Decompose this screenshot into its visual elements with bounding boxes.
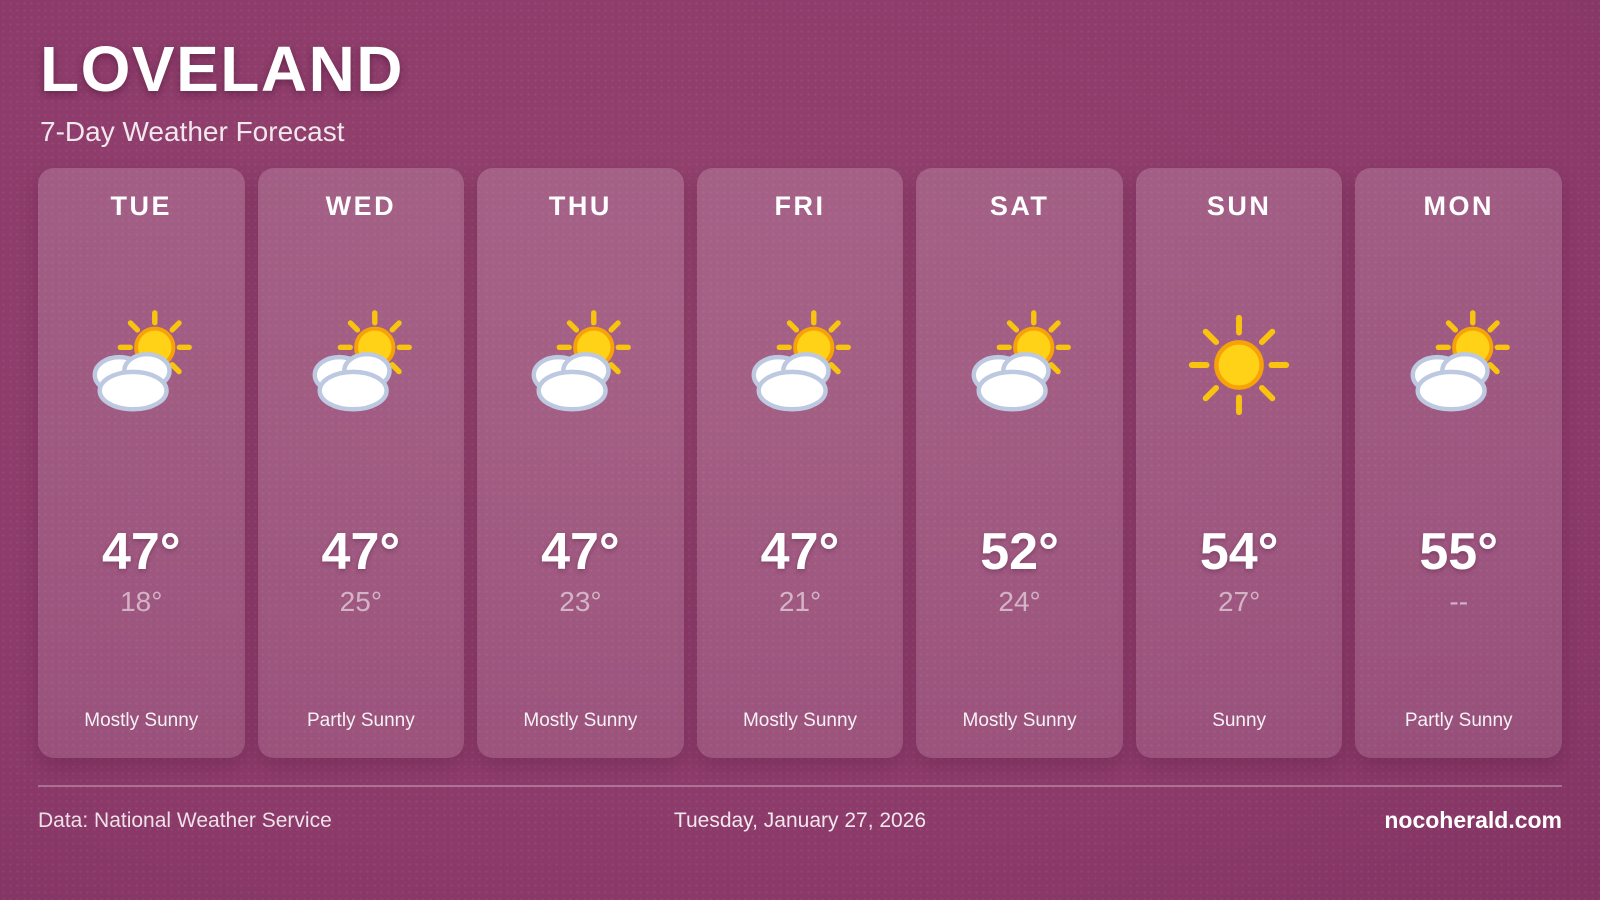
current-date-label: Tuesday, January 27, 2026 xyxy=(673,808,927,832)
condition-label: Partly Sunny xyxy=(1404,710,1513,731)
high-temperature: 47° xyxy=(541,523,620,581)
forecast-day-card: WED 47° 25° Partly Sunny xyxy=(257,168,465,758)
low-temperature: 23° xyxy=(559,586,602,618)
high-temperature: 47° xyxy=(321,523,401,581)
high-temperature: 52° xyxy=(980,523,1059,581)
low-temperature: 25° xyxy=(339,586,383,618)
low-temperature: 24° xyxy=(998,586,1041,618)
day-label: WED xyxy=(325,191,397,221)
forecast-day-card: TUE 47° 18° Mostly Sunny xyxy=(38,168,245,758)
high-temperature: 54° xyxy=(1199,523,1279,581)
website-label: nocoherald.com xyxy=(1384,807,1563,833)
condition-label: Mostly Sunny xyxy=(84,710,199,731)
header: LOVELAND 7-Day Weather Forecast xyxy=(0,0,1600,147)
low-temperature: 21° xyxy=(778,586,822,618)
day-label: SAT xyxy=(989,191,1050,221)
forecast-day-card: MON 55° -- Partly Sunny xyxy=(1355,168,1562,758)
page-title: LOVELAND xyxy=(40,33,404,105)
high-temperature: 47° xyxy=(760,523,840,581)
day-label: MON xyxy=(1423,191,1494,221)
high-temperature: 55° xyxy=(1419,523,1499,581)
low-temperature: 18° xyxy=(120,586,163,618)
condition-label: Sunny xyxy=(1212,710,1267,731)
condition-label: Mostly Sunny xyxy=(962,710,1077,731)
footer-divider xyxy=(38,785,1562,787)
page-subtitle: 7-Day Weather Forecast xyxy=(40,116,345,147)
condition-label: Partly Sunny xyxy=(306,710,415,731)
forecast-cards-row: TUE 47° 18° Mostly Sunny WED 47° 25° Par… xyxy=(38,168,1562,758)
data-source-label: Data: National Weather Service xyxy=(38,808,332,832)
forecast-day-card: SAT 52° 24° Mostly Sunny xyxy=(916,168,1123,758)
condition-label: Mostly Sunny xyxy=(742,710,858,731)
forecast-day-card: SUN 54° 27° Sunny xyxy=(1135,168,1343,758)
forecast-day-card: FRI 47° 21° Mostly Sunny xyxy=(696,168,904,758)
forecast-day-card: THU 47° 23° Mostly Sunny xyxy=(477,168,684,758)
sun-behind-cloud-icon xyxy=(961,306,1079,424)
sun-behind-cloud-icon xyxy=(741,306,859,424)
sun-behind-cloud-icon xyxy=(302,306,420,424)
low-temperature: -- xyxy=(1449,586,1469,618)
sun-behind-cloud-icon xyxy=(1400,306,1518,424)
sun-icon xyxy=(1180,306,1298,424)
footer: Data: National Weather Service Tuesday, … xyxy=(38,787,1562,834)
sun-behind-cloud-icon xyxy=(82,306,200,424)
sun-behind-cloud-icon xyxy=(521,306,639,424)
high-temperature: 47° xyxy=(101,523,181,581)
condition-label: Mostly Sunny xyxy=(523,710,638,731)
day-label: SUN xyxy=(1206,191,1272,221)
day-label: TUE xyxy=(110,191,173,221)
day-label: FRI xyxy=(774,191,826,221)
day-label: THU xyxy=(548,191,612,221)
low-temperature: 27° xyxy=(1217,586,1261,618)
